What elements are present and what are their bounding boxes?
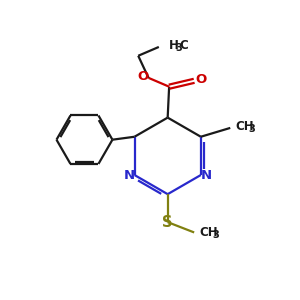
- Text: O: O: [195, 73, 206, 86]
- Text: H: H: [169, 39, 179, 52]
- Text: CH: CH: [200, 226, 218, 239]
- Text: C: C: [179, 39, 188, 52]
- Text: N: N: [124, 169, 135, 182]
- Text: 3: 3: [175, 43, 182, 53]
- Text: O: O: [138, 70, 149, 83]
- Text: S: S: [162, 214, 173, 230]
- Text: N: N: [201, 169, 212, 182]
- Text: 3: 3: [248, 124, 255, 134]
- Text: 3: 3: [212, 230, 219, 240]
- Text: CH: CH: [236, 120, 254, 133]
